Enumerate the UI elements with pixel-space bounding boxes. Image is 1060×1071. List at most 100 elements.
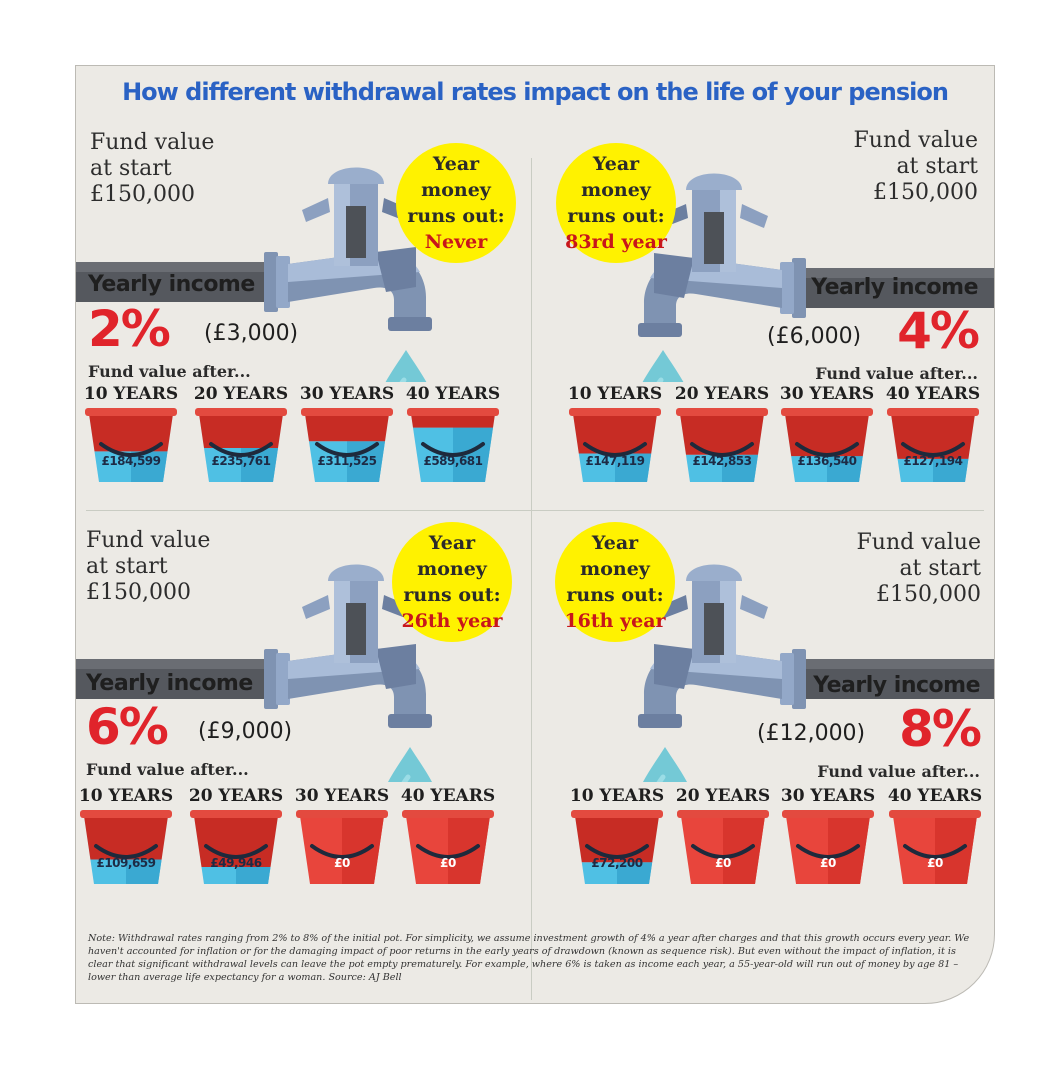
bucket-handle: [315, 442, 379, 457]
infographic-title: How different withdrawal rates impact on…: [122, 78, 949, 106]
income-amount: (£6,000): [767, 324, 862, 349]
scenario-2-percent: Fund value at start £150,000 Year money …: [76, 122, 535, 522]
fund-value-after: £0: [440, 856, 456, 870]
fund-value-after-label: Fund value after...: [815, 364, 978, 383]
period-label: 20 YEARS: [188, 786, 284, 806]
period-label: 30 YEARS: [294, 786, 390, 806]
bucket-rim: [782, 810, 874, 818]
bucket-handle: [903, 844, 967, 859]
bucket: 10 YEARS £109,659: [76, 786, 176, 890]
bucket: 10 YEARS £72,200: [567, 786, 667, 890]
period-label: 20 YEARS: [674, 384, 770, 404]
bucket-empty-portion: [573, 414, 657, 454]
footnote: Note: Withdrawal rates ranging from 2% t…: [88, 933, 970, 983]
bucket-empty-portion: [89, 414, 173, 452]
scenario-6-percent: Fund value at start £150,000 Year money …: [76, 522, 535, 922]
yearly-income-label: Yearly income: [88, 272, 255, 297]
fund-value-after: £127,194: [903, 454, 963, 468]
period-label: 40 YEARS: [405, 384, 501, 404]
income-rate: 6%: [86, 698, 169, 756]
bucket-rim: [407, 408, 499, 416]
fund-value-after-label: Fund value after...: [817, 762, 980, 781]
fund-line1: Fund value: [90, 130, 215, 155]
fund-value-after: £235,761: [211, 454, 271, 468]
bucket: 30 YEARS £0: [778, 786, 878, 890]
vertical-divider: [531, 158, 532, 1000]
period-label: 20 YEARS: [193, 384, 289, 404]
badge-line3: runs out:: [407, 205, 505, 227]
period-label: 40 YEARS: [887, 786, 983, 806]
fund-value-after: £142,853: [692, 454, 752, 468]
income-rate: 2%: [88, 300, 171, 358]
bucket-empty-portion: [84, 816, 168, 860]
fund-value-after: £0: [715, 856, 731, 870]
scenario-8-percent: Fund value at start £150,000 Year money …: [535, 522, 994, 922]
fund-value-after: £589,681: [423, 454, 483, 468]
bucket-icon: [781, 408, 873, 482]
bucket: 40 YEARS £589,681: [403, 384, 503, 488]
bucket: 30 YEARS £0: [292, 786, 392, 890]
bucket-empty-portion: [194, 816, 278, 867]
fund-value-after: £184,599: [101, 454, 161, 468]
fund-value-start: Fund value at start £150,000: [778, 128, 978, 206]
income-amount: (£12,000): [757, 721, 866, 746]
bucket-rim: [887, 408, 979, 416]
yearly-income-label: Yearly income: [811, 275, 978, 300]
badge-line2: money: [580, 558, 650, 580]
fund-value-after: £311,525: [317, 454, 377, 468]
fund-line2: at start: [896, 154, 978, 179]
bucket-handle: [690, 442, 754, 457]
badge-line2: money: [417, 558, 487, 580]
bucket: 40 YEARS £0: [398, 786, 498, 890]
bucket-rim: [296, 810, 388, 818]
fund-value-start: Fund value at start £150,000: [86, 528, 286, 606]
bucket-handle: [421, 442, 485, 457]
fund-line2: at start: [899, 556, 981, 581]
period-label: 40 YEARS: [400, 786, 496, 806]
badge-line1: Year: [591, 532, 639, 554]
bucket-rim: [676, 408, 768, 416]
bucket: 30 YEARS £136,540: [777, 384, 877, 488]
bucket-water-shade: [241, 448, 278, 482]
bucket-water-shade: [615, 453, 652, 482]
bucket: 40 YEARS £127,194: [883, 384, 983, 488]
period-label: 30 YEARS: [780, 786, 876, 806]
fund-value-after: £147,119: [585, 454, 645, 468]
scenario-4-percent: Fund value at start £150,000 Year money …: [535, 122, 994, 522]
bucket-rim: [889, 810, 981, 818]
bucket-rim: [781, 408, 873, 416]
bucket-handle: [99, 442, 163, 457]
fund-start-value: £150,000: [873, 180, 978, 205]
bucket-handle: [416, 844, 480, 859]
bucket: 40 YEARS £0: [885, 786, 985, 890]
bucket-handle: [585, 844, 649, 859]
bucket-icon: [190, 810, 282, 884]
bucket: 10 YEARS £147,119: [565, 384, 665, 488]
infographic-card: How different withdrawal rates impact on…: [75, 65, 995, 1004]
period-label: 10 YEARS: [569, 786, 665, 806]
fund-value-after-label: Fund value after...: [86, 760, 249, 779]
bucket-water-shade: [126, 859, 162, 884]
bucket-rim: [85, 408, 177, 416]
bucket: 20 YEARS £235,761: [191, 384, 291, 488]
bucket-water-shade: [131, 451, 168, 482]
bucket-icon: [80, 810, 172, 884]
bucket-handle: [583, 442, 647, 457]
bucket-empty-portion: [785, 414, 869, 457]
period-label: 10 YEARS: [78, 786, 174, 806]
fund-value-after: £136,540: [797, 454, 857, 468]
bucket-water-shade: [236, 867, 271, 884]
runs-out-badge: Year money runs out: 26th year: [392, 522, 512, 642]
runs-out-badge: Year money runs out: Never: [396, 143, 516, 263]
fund-value-after: £49,946: [210, 856, 262, 870]
bucket-handle: [691, 844, 755, 859]
bucket-icon: [676, 408, 768, 482]
bucket-rim: [677, 810, 769, 818]
bucket-water-shade: [722, 454, 758, 482]
bucket-empty-portion: [305, 414, 389, 442]
bucket-handle: [795, 442, 859, 457]
bucket: 30 YEARS £311,525: [297, 384, 397, 488]
bucket-rim: [80, 810, 172, 818]
yearly-income-label: Yearly income: [813, 673, 980, 698]
fund-line1: Fund value: [853, 128, 978, 153]
